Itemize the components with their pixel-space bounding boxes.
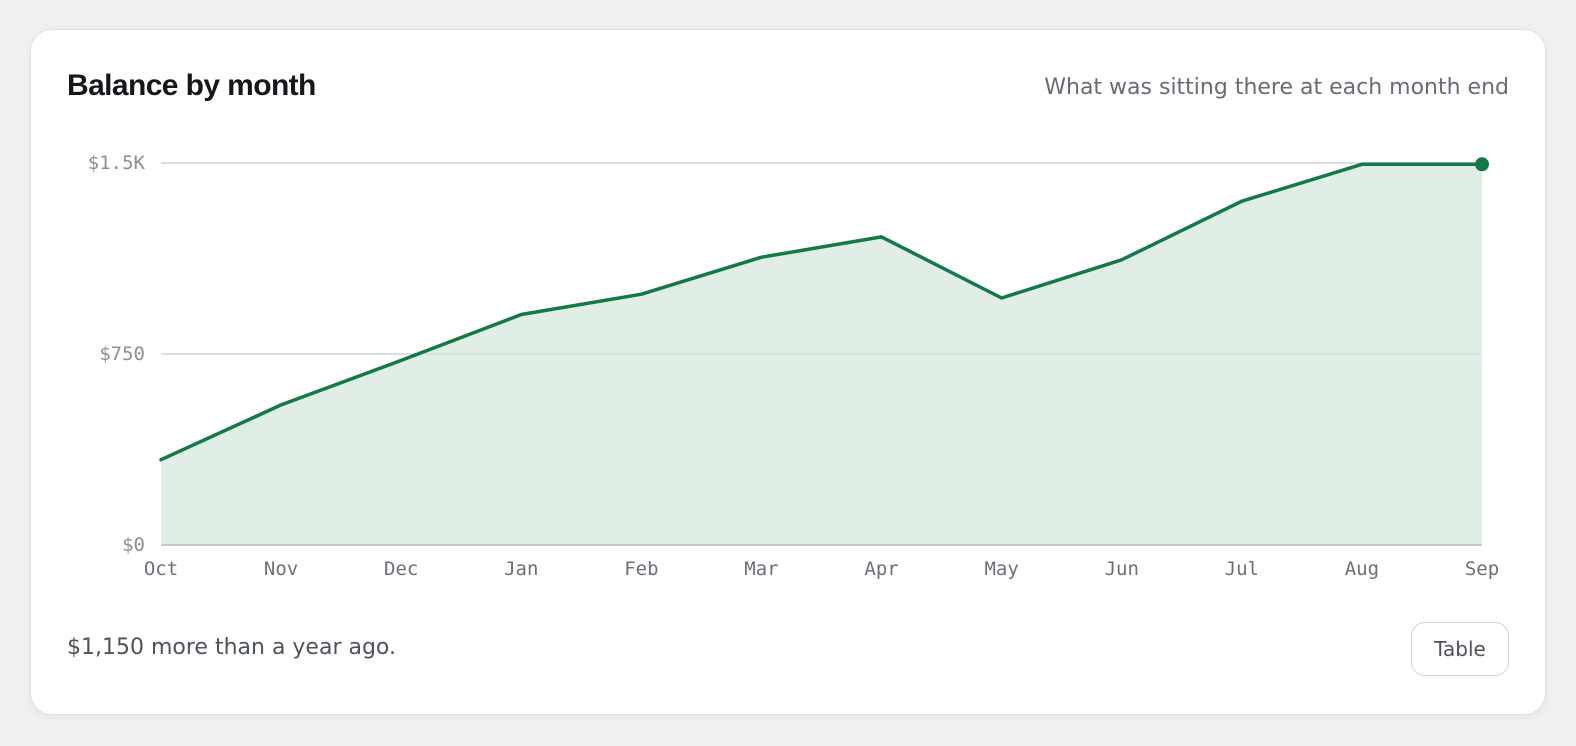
last-data-point: [1475, 157, 1489, 172]
x-tick-label: Jul: [1225, 558, 1259, 580]
y-tick-label: $750: [99, 343, 145, 365]
x-tick-label: Dec: [384, 558, 418, 580]
balance-line: [159, 162, 1484, 462]
y-tick-label: $0: [122, 534, 145, 556]
x-tick-label: Oct: [144, 558, 178, 580]
x-tick-label: Apr: [864, 558, 898, 580]
x-tick-label: Jun: [1105, 558, 1139, 580]
y-tick-label: $1.5K: [88, 152, 146, 174]
x-tick-label: Jan: [504, 558, 538, 580]
grid-overlay: [161, 162, 1482, 355]
x-tick-label: May: [984, 558, 1018, 580]
x-axis-tick-labels: Oct Nov Dec Jan Feb Mar Apr May Jun Jul Aug Sep: [144, 558, 1499, 580]
table-view-button[interactable]: Table: [1411, 622, 1509, 676]
x-tick-label: Nov: [264, 558, 298, 580]
card-subtitle: What was sitting there at each month end: [1044, 75, 1509, 100]
card-title: Balance by month: [67, 69, 316, 102]
x-tick-label: Aug: [1345, 558, 1379, 580]
x-tick-label: Sep: [1465, 558, 1499, 580]
balance-change-summary: $1,150 more than a year ago.: [67, 635, 397, 660]
y-axis-tick-labels: $0 $750 $1.5K: [88, 152, 146, 556]
x-tick-label: Mar: [744, 558, 778, 580]
data-points: [1475, 157, 1489, 172]
x-tick-label: Feb: [624, 558, 658, 580]
